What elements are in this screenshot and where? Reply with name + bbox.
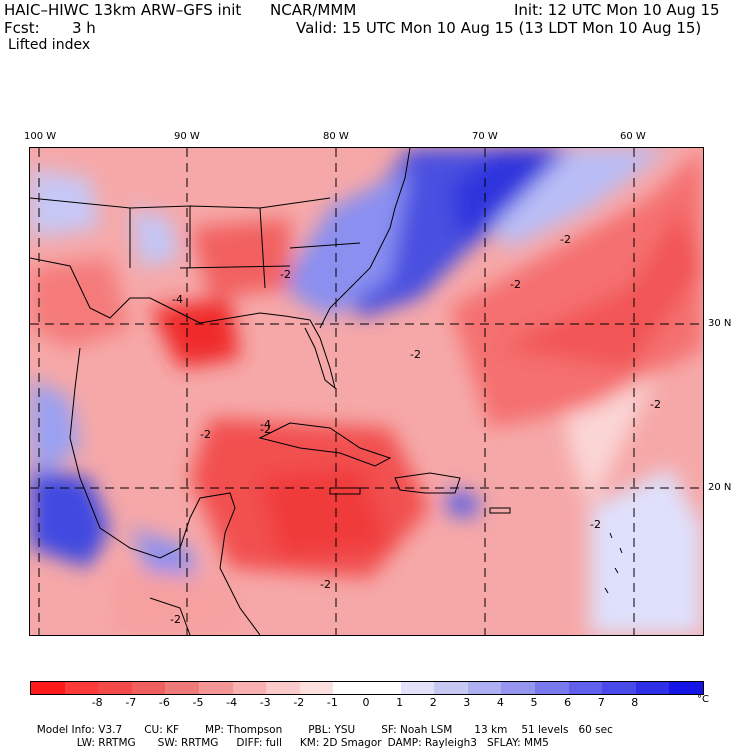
forecast-hour: 3 h (72, 19, 96, 37)
colorbar-swatch (534, 682, 569, 694)
model-title: HAIC–HIWC 13km ARW–GFS init (4, 1, 242, 19)
colorbar-swatch (98, 682, 132, 694)
lifted-index-map: -2 -2 -2 -4 -2 -2 -2 -4 -2 -2 -2 -2 (29, 147, 704, 636)
footer-mp: MP: Thompson (205, 724, 283, 736)
footer-res: 13 km (474, 724, 508, 736)
contour-label: -2 (200, 428, 211, 441)
colorbar-tick-label: 7 (597, 696, 605, 709)
colorbar-swatch (333, 682, 367, 694)
contour-label: -2 (560, 233, 571, 246)
colorbar-swatch (366, 682, 401, 694)
org-label: NCAR/MMM (270, 1, 357, 19)
footer-sflay: SFLAY: MM5 (486, 737, 549, 749)
colorbar-tick-label: 6 (564, 696, 572, 709)
contour-label: -4 (172, 293, 183, 306)
colorbar-tick-label: -8 (91, 696, 103, 709)
lon-label-60w: 60 W (620, 131, 646, 142)
colorbar-swatch (602, 682, 636, 694)
forecast-label: Fcst: (4, 19, 40, 37)
footer-sf: SF: Noah LSM (381, 724, 453, 736)
map-canvas: -2 -2 -2 -4 -2 -2 -2 -4 -2 -2 -2 -2 (30, 148, 703, 635)
footer-sw: SW: RRTMG (157, 737, 219, 749)
colorbar-tick-label: -7 (125, 696, 137, 709)
colorbar-swatch (165, 682, 199, 694)
colorbar-tick-label: 1 (396, 696, 404, 709)
footer-diff: DIFF: full (236, 737, 282, 749)
shaded-field (30, 148, 703, 635)
colorbar-tick-label: -4 (226, 696, 238, 709)
lon-label-80w: 80 W (323, 131, 349, 142)
contour-label: -2 (590, 518, 601, 531)
colorbar-tick-label: -6 (158, 696, 170, 709)
colorbar-tick-label: 0 (362, 696, 370, 709)
colorbar-swatch (434, 682, 468, 694)
contour-label: -4 (260, 418, 271, 431)
lat-label-20n: 20 N (708, 482, 732, 493)
colorbar-tick-label: -2 (293, 696, 305, 709)
footer-pbl: PBL: YSU (308, 724, 356, 736)
colorbar-swatch (232, 682, 267, 694)
graticule (30, 148, 703, 635)
footer-cu: CU: KF (144, 724, 180, 736)
footer-model-info: Model Info: V3.7 (36, 724, 123, 736)
contour-label: -2 (510, 278, 521, 291)
contour-label: -2 (170, 613, 181, 626)
init-time: Init: 12 UTC Mon 10 Aug 15 (514, 1, 720, 19)
contour-label: -2 (410, 348, 421, 361)
lon-label-100w: 100 W (24, 131, 57, 142)
colorbar-tick-label: -3 (259, 696, 271, 709)
colorbar-swatch (669, 682, 703, 694)
footer-levels: 51 levels (521, 724, 569, 736)
colorbar-unit: °C (697, 694, 709, 705)
colorbar-tick-label: -5 (192, 696, 204, 709)
footer-dt: 60 sec (578, 724, 613, 736)
colorbar-swatch (501, 682, 535, 694)
footer-line-2: LW: RRTMG SW: RRTMG DIFF: full KM: 2D Smago… (70, 725, 549, 749)
colorbar-swatch (31, 682, 65, 694)
lon-label-70w: 70 W (472, 131, 498, 142)
valid-time: Valid: 15 UTC Mon 10 Aug 15 (13 LDT Mon … (296, 19, 702, 37)
colorbar-tick-label: 4 (496, 696, 504, 709)
colorbar-swatch (635, 682, 670, 694)
contour-label: -2 (260, 423, 271, 436)
footer-lw: LW: RRTMG (76, 737, 136, 749)
contour-labels: -2 -2 -2 -4 -2 -2 -2 -4 -2 -2 -2 -2 (170, 233, 661, 626)
contour-label: -2 (650, 398, 661, 411)
colorbar-tick-label: 3 (463, 696, 471, 709)
contour-label: -2 (280, 268, 291, 281)
colorbar-swatch (131, 682, 166, 694)
colorbar (30, 681, 704, 695)
colorbar-swatch (568, 682, 603, 694)
colorbar-tick-label: 8 (631, 696, 639, 709)
colorbar-tick-label: -1 (326, 696, 338, 709)
lon-label-90w: 90 W (174, 131, 200, 142)
colorbar-swatch (400, 682, 435, 694)
colorbar-swatch (198, 682, 233, 694)
colorbar-swatch (299, 682, 334, 694)
lat-label-30n: 30 N (708, 318, 732, 329)
colorbar-swatch (467, 682, 502, 694)
colorbar-swatch (64, 682, 99, 694)
footer-line-1: Model Info: V3.7 CU: KF MP: Thompson PBL: Y… (30, 712, 613, 736)
coastlines (30, 148, 623, 635)
colorbar-tick-label: 2 (429, 696, 437, 709)
colorbar-tick-label: 5 (530, 696, 538, 709)
footer-km: KM: 2D Smagor (299, 737, 382, 749)
colorbar-swatch (266, 682, 300, 694)
footer-damp: DAMP: Rayleigh3 (387, 737, 477, 749)
field-name: Lifted index (8, 37, 91, 53)
contour-label: -2 (320, 578, 331, 591)
